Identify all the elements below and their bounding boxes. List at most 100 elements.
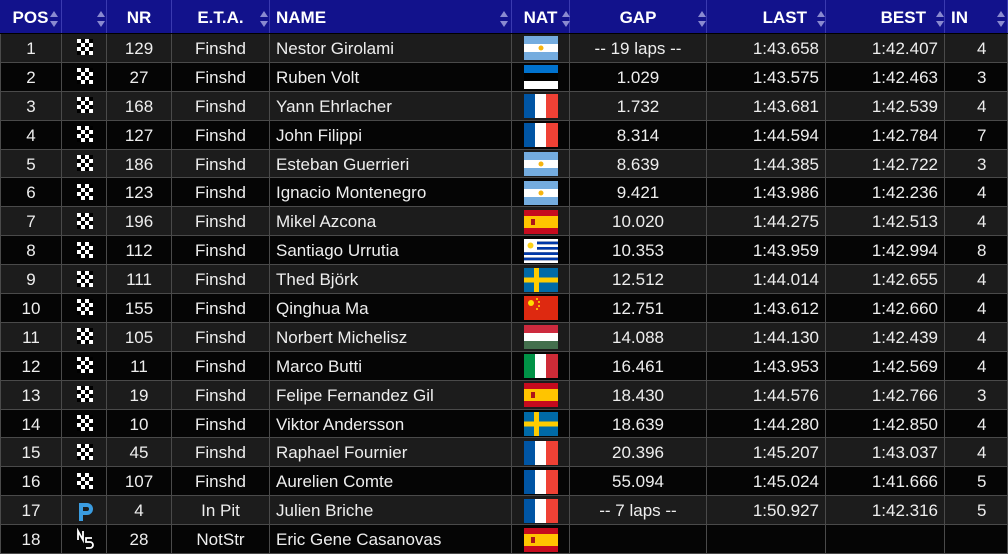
checker-square: [80, 414, 85, 419]
result-row[interactable]: 8 112 Finshd Santiago Urrutia 10.353 1:43.959…: [0, 236, 1008, 266]
result-row[interactable]: 9 111 Finshd Thed Björk 12.512 1:44.014 1:42.6…: [0, 265, 1008, 294]
cell-text: Finshd: [194, 154, 247, 174]
sort-control[interactable]: [500, 6, 508, 27]
cell-text: Finshd: [194, 327, 247, 347]
checker-square: [84, 166, 89, 171]
sort-control[interactable]: [260, 6, 268, 27]
column-header[interactable]: GAP: [570, 0, 707, 33]
checker-square: [84, 447, 89, 452]
result-row[interactable]: 10 155 Finshd Qinghua Ma 12.751 1:43.612 1:42.…: [0, 294, 1008, 323]
country-flag: [524, 36, 558, 61]
flag-star: [536, 298, 538, 301]
checker-square: [84, 369, 89, 374]
sort-control[interactable]: [997, 6, 1005, 27]
cell-text: Finshd: [194, 212, 247, 232]
column-header[interactable]: NAME: [270, 0, 512, 33]
cell-text: 4: [977, 356, 987, 376]
table-cell: [512, 62, 570, 92]
cell-text: Esteban Guerrieri: [276, 154, 410, 174]
cell-text: 16.461: [612, 356, 664, 376]
sort-control[interactable]: [698, 6, 706, 27]
sort-control[interactable]: [562, 6, 570, 27]
result-row[interactable]: 7 196 Finshd Mikel Azcona 10.020 1:44.275 1:42…: [0, 207, 1008, 237]
result-row[interactable]: 14 10 Finshd Viktor Andersson 18.639 1:44.280…: [0, 409, 1008, 439]
cell-text: Finshd: [194, 241, 247, 261]
checker-square: [76, 47, 81, 52]
table-cell: 1:43.681: [707, 91, 826, 121]
result-row[interactable]: 11 105 Finshd Norbert Michelisz 14.088 1:44.1…: [0, 322, 1008, 352]
column-header[interactable]: IN: [945, 0, 1008, 33]
cell-text: Mikel Azcona: [276, 212, 377, 232]
table-cell: Finshd: [172, 351, 270, 381]
checker-square: [88, 480, 93, 485]
result-row[interactable]: 3 168 Finshd Yann Ehrlacher 1.732 1:43.681 1:4…: [0, 91, 1008, 121]
checker-square: [84, 249, 89, 254]
checker-square: [88, 191, 93, 196]
table-cell: 7: [0, 207, 62, 237]
header-label: NAT: [523, 8, 558, 27]
checker-square: [80, 369, 85, 374]
column-header[interactable]: NR: [107, 0, 172, 33]
cell-text: 1:44.385: [752, 154, 819, 174]
table-cell: 8.639: [570, 149, 707, 179]
column-header[interactable]: LAST: [707, 0, 826, 33]
checker-square: [88, 76, 93, 81]
sort-arrows: [817, 11, 825, 27]
result-row[interactable]: 12 11 Finshd Marco Butti 16.461 1:43.953 1:42.…: [0, 351, 1008, 381]
table-cell: John Filippi: [270, 120, 512, 150]
table-cell: [512, 496, 570, 526]
result-row[interactable]: 17 4 In Pit Julien Briche -- 7 laps -- 1:50.9…: [0, 496, 1008, 526]
table-cell: 155: [107, 294, 172, 323]
checker-square: [80, 158, 85, 163]
table-cell: 4: [945, 207, 1008, 237]
cell-text: 112: [125, 241, 153, 261]
cell-text: 4: [977, 212, 987, 232]
table-cell: 1:42.513: [826, 207, 945, 237]
checker-square: [76, 307, 81, 312]
sort-control[interactable]: [936, 6, 944, 27]
table-cell: 10.353: [570, 236, 707, 266]
checker-square: [80, 134, 85, 139]
cell-text: Nestor Girolami: [276, 39, 395, 58]
table-cell: Thed Björk: [270, 265, 512, 294]
cell-text: 1:42.439: [871, 327, 938, 347]
column-header[interactable]: BEST: [826, 0, 945, 33]
cell-text: 4: [977, 299, 987, 318]
checker-square: [76, 68, 81, 73]
flag-stripe: [524, 196, 558, 205]
sort-control[interactable]: [50, 6, 58, 27]
checker-square: [84, 212, 89, 217]
result-row[interactable]: 13 19 Finshd Felipe Fernandez Gil 18.430 1:44…: [0, 380, 1008, 410]
column-header[interactable]: [62, 0, 107, 33]
cell-text: 1: [26, 39, 36, 58]
result-row[interactable]: 5 186 Finshd Esteban Guerrieri 8.639 1:44.385…: [0, 149, 1008, 179]
table-cell: [62, 322, 107, 352]
result-row[interactable]: 6 123 Finshd Ignacio Montenegro 9.421 1:43.98…: [0, 178, 1008, 208]
cell-text: 1:42.994: [871, 241, 938, 261]
table-cell: [707, 525, 826, 554]
column-header[interactable]: POS: [0, 0, 62, 33]
result-row[interactable]: 16 107 Finshd Aurelien Comte 55.094 1:45.024 1…: [0, 467, 1008, 497]
checker-square: [76, 480, 81, 485]
checker-square: [80, 138, 85, 143]
column-header[interactable]: E.T.A.: [172, 0, 270, 33]
column-header[interactable]: NAT: [512, 0, 570, 33]
result-row[interactable]: 2 27 Finshd Ruben Volt 1.029 1:43.575 1:42.463…: [0, 62, 1008, 92]
table-cell: 8: [945, 236, 1008, 266]
result-row[interactable]: 4 127 Finshd John Filippi 8.314 1:44.594 1:42.…: [0, 120, 1008, 150]
checker-square: [76, 443, 81, 448]
sort-control[interactable]: [817, 6, 825, 27]
cell-text: 107: [124, 472, 154, 492]
table-cell: 1:43.953: [707, 351, 826, 381]
result-row[interactable]: 15 45 Finshd Raphael Fournier 20.396 1:45.207…: [0, 438, 1008, 468]
checker-square: [76, 97, 81, 102]
sort-control[interactable]: [97, 6, 105, 27]
checker-square: [76, 39, 81, 44]
cell-text: 45: [129, 443, 149, 463]
result-row[interactable]: 18 28 NotStr Eric Gene Casanovas: [0, 525, 1008, 554]
checker-square: [88, 47, 93, 52]
result-row[interactable]: 1 129 Finshd Nestor Girolami -- 19 laps -- 1:…: [0, 34, 1008, 63]
checker-square: [84, 328, 89, 333]
table-cell: 1:42.569: [826, 351, 945, 381]
checker-square: [88, 166, 93, 171]
